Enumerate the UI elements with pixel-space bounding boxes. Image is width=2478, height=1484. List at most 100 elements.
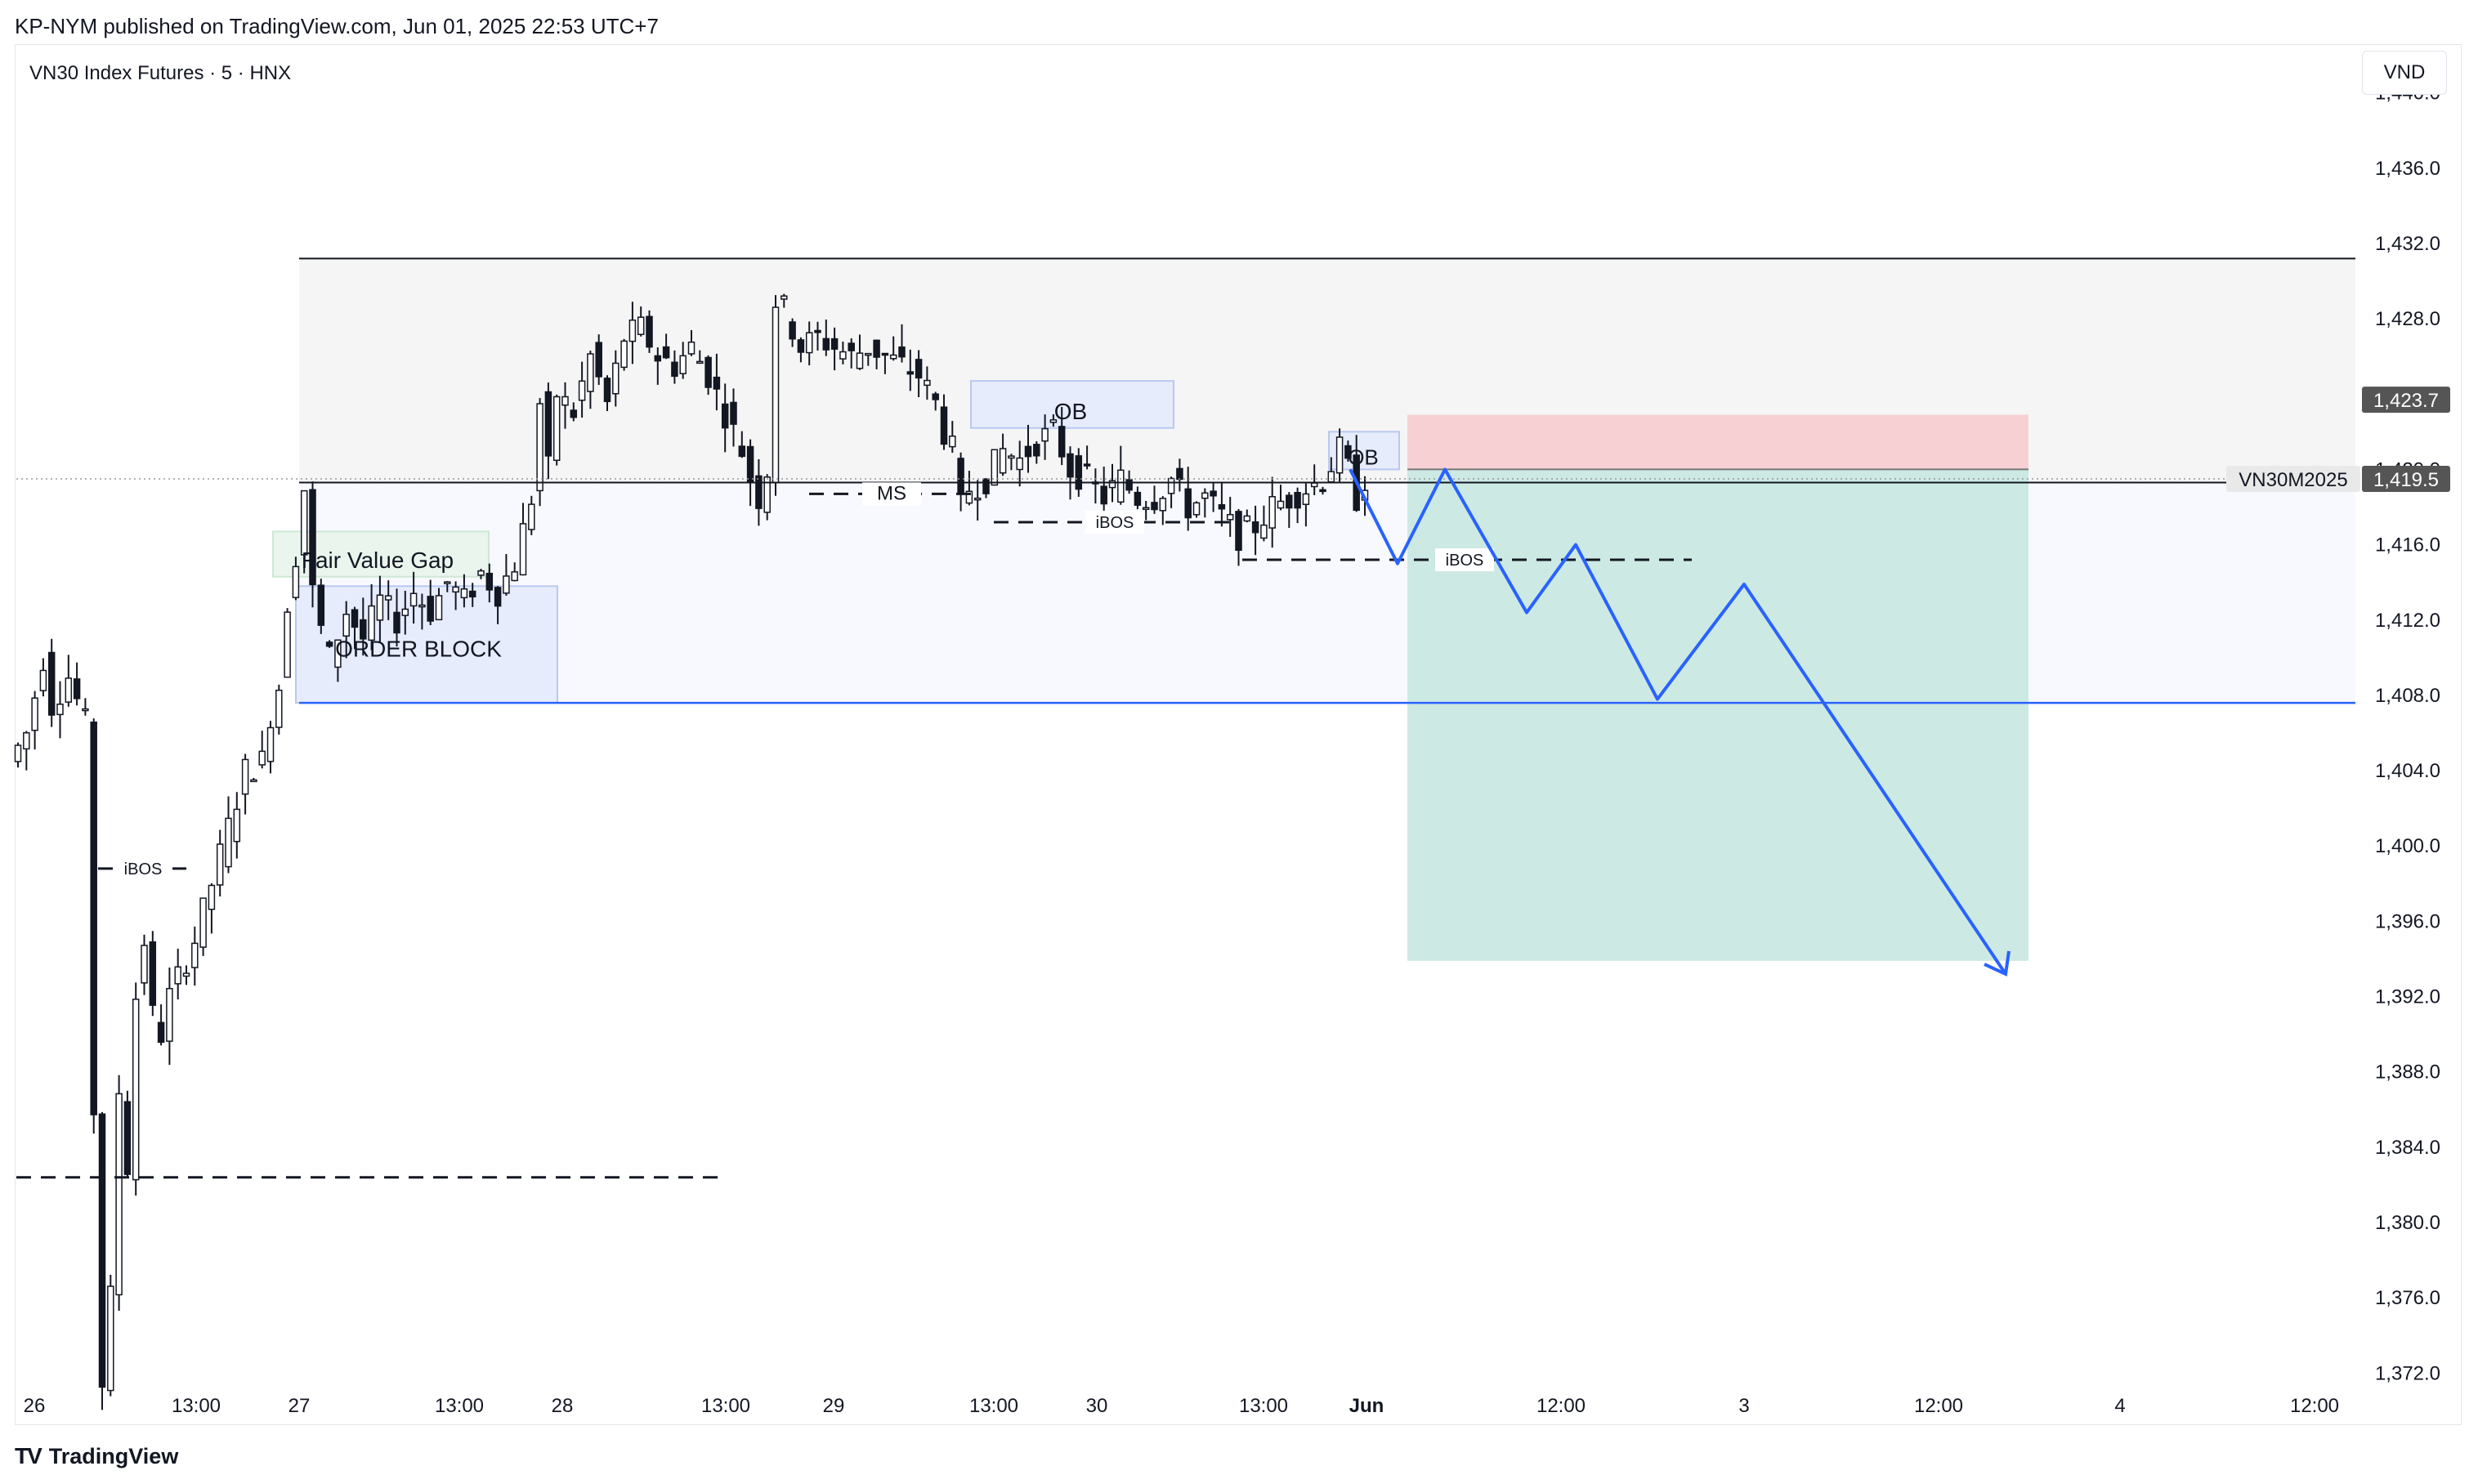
candle-body	[115, 1093, 123, 1296]
candle-body	[544, 391, 552, 457]
candle-body	[1008, 455, 1015, 459]
candle-body	[889, 354, 897, 360]
candle-body	[241, 758, 249, 795]
candle-body	[1235, 511, 1242, 552]
candle-body	[31, 697, 38, 731]
candle-body	[822, 337, 830, 351]
candle-body	[1218, 503, 1226, 510]
candle-body	[1192, 502, 1201, 516]
candle-body	[662, 346, 670, 359]
currency-button[interactable]: VND	[2362, 51, 2447, 95]
candle-body	[1016, 457, 1023, 471]
candle-body	[1294, 492, 1301, 509]
y-tick-label: 1,372.0	[2375, 1362, 2440, 1384]
candle-body	[536, 403, 543, 492]
candles	[14, 293, 1369, 1410]
candle-body	[1167, 477, 1175, 494]
candle-body	[325, 641, 333, 647]
candle-body	[805, 332, 813, 354]
candle-body	[848, 342, 855, 351]
candle-body	[1041, 427, 1049, 442]
brand-name: TradingView	[48, 1443, 179, 1468]
candle-body	[1184, 488, 1192, 519]
candle-body	[1176, 467, 1183, 481]
candle-body	[47, 651, 56, 716]
candle-body	[1033, 444, 1040, 457]
candle-body	[587, 353, 594, 392]
structure-label-bg	[862, 482, 921, 506]
candle-body	[1142, 507, 1150, 510]
fair-value-gap-box	[272, 530, 490, 578]
candle-body	[528, 503, 535, 530]
candle-body	[730, 401, 737, 425]
candle-body	[1117, 469, 1125, 503]
candle-body	[679, 355, 687, 374]
candle-body	[208, 884, 216, 910]
candle-body	[452, 586, 459, 593]
chart-frame	[15, 44, 2462, 1425]
candle-body	[23, 732, 30, 750]
candle-body	[174, 966, 181, 985]
candle-body	[856, 352, 864, 369]
symbol-title: VN30 Index Futures · 5 · HNX	[29, 62, 292, 84]
candle-body	[957, 458, 964, 494]
y-tick-label: 1,412.0	[2375, 610, 2440, 632]
price-tag	[2362, 387, 2450, 413]
candle-body	[654, 355, 662, 362]
candle-body	[999, 448, 1007, 474]
candle-body	[519, 523, 527, 576]
candle-body	[123, 1101, 132, 1175]
candle-body	[1151, 502, 1158, 511]
candle-body	[376, 594, 384, 621]
symbol-tag	[2226, 465, 2360, 492]
zone-label: OB	[1348, 445, 1379, 469]
candle-body	[427, 596, 434, 622]
candle-body	[637, 316, 645, 335]
y-tick-label: 1,392.0	[2375, 986, 2440, 1008]
y-tick-label: 1,416.0	[2375, 534, 2440, 556]
candle-body	[292, 565, 300, 598]
y-tick-label: 1,388.0	[2375, 1062, 2440, 1084]
candle-body	[932, 393, 939, 400]
symbol-tag-label: VN30M2025	[2239, 469, 2347, 491]
candle-body	[1083, 463, 1091, 467]
candle-body	[881, 352, 889, 356]
candle-body	[603, 378, 611, 403]
candle-body	[284, 611, 291, 678]
candle-body	[982, 478, 990, 494]
x-tick-label: 30	[1086, 1395, 1108, 1417]
candle-body	[275, 689, 283, 728]
candle-body	[1058, 426, 1066, 458]
price-tag	[2362, 465, 2450, 492]
candle-body	[132, 999, 140, 1181]
candle-body	[14, 744, 22, 762]
candle-body	[620, 340, 628, 369]
x-tick-label: 12:00	[1536, 1395, 1586, 1417]
candle-body	[746, 445, 754, 484]
y-tick-label: 1,432.0	[2375, 233, 2440, 255]
footer-brand[interactable]: TV TradingView	[15, 1440, 178, 1473]
candle-body	[107, 1285, 114, 1392]
candle-body	[578, 380, 586, 401]
candle-body	[965, 490, 973, 504]
candle-body	[258, 750, 266, 766]
candle-body	[687, 341, 696, 355]
candle-body	[460, 588, 468, 599]
candle-body	[561, 396, 569, 406]
publish-info: KP-NYM published on TradingView.com, Jun…	[15, 14, 659, 38]
candle-body	[39, 669, 47, 691]
candle-body	[552, 396, 561, 462]
candle-body	[612, 362, 620, 395]
candle-body	[696, 360, 704, 364]
range-zone	[299, 258, 2355, 483]
candle-body	[1210, 490, 1217, 497]
candle-body	[570, 409, 578, 418]
candle-body	[384, 595, 392, 601]
candle-body	[1327, 471, 1335, 483]
candle-body	[166, 987, 173, 1042]
candle-body	[90, 721, 97, 1115]
candle-body	[368, 605, 375, 641]
candle-body	[233, 808, 241, 843]
candle-body	[1286, 494, 1293, 509]
